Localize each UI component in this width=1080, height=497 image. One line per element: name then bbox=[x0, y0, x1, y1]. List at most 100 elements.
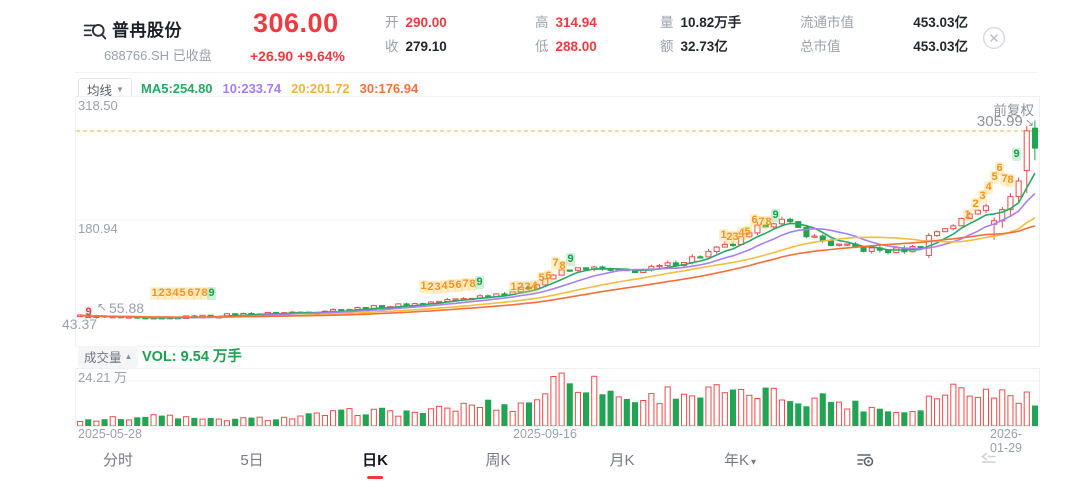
tab-label: 月K bbox=[609, 452, 635, 469]
price-chart-pane[interactable] bbox=[75, 96, 1040, 347]
td-sequential-badge: 2 bbox=[157, 287, 167, 300]
td-sequential-badge: 4 bbox=[440, 280, 450, 293]
ma-legend-item: 20:201.72 bbox=[291, 81, 350, 96]
td-sequential-badge: 1 bbox=[963, 209, 973, 222]
current-price: 306.00 bbox=[253, 8, 339, 38]
td-sequential-badge: 8 bbox=[764, 216, 774, 229]
volume-indicator-label: 成交量 bbox=[84, 351, 122, 365]
td-sequential-badge: 3 bbox=[978, 190, 988, 203]
td-sequential-badge: 5 bbox=[447, 279, 457, 292]
tab-日K[interactable]: 日K bbox=[362, 449, 388, 479]
td-sequential-badge: 6 bbox=[750, 214, 760, 227]
volume-axis-label: 24.21 万 bbox=[78, 370, 128, 385]
tab-label: 5日 bbox=[240, 452, 264, 469]
tab-年K[interactable]: 年K ▾ bbox=[724, 449, 756, 470]
tab-label: 分时 bbox=[102, 452, 134, 469]
td-sequential-badge: 8 bbox=[468, 278, 478, 291]
td-sequential-badge: 4 bbox=[171, 287, 181, 300]
td-sequential-badge: 6 bbox=[544, 270, 554, 283]
quote-value: 453.03亿 bbox=[913, 15, 968, 30]
tab-5日[interactable]: 5日 bbox=[240, 449, 263, 470]
adjust-mode-label: 前复权 bbox=[993, 103, 1035, 118]
y-axis-label-top: 318.50 bbox=[78, 98, 118, 113]
tab-label: 年K bbox=[723, 452, 749, 469]
td-sequential-badge: 2 bbox=[971, 198, 981, 211]
volume-indicator-toggle[interactable]: 成交量 ▲ bbox=[78, 346, 139, 368]
td-sequential-badge: 2 bbox=[725, 231, 735, 244]
quote-value: 288.00 bbox=[555, 39, 597, 54]
active-tab-underline bbox=[367, 476, 383, 479]
triangle-up-icon: ▲ bbox=[124, 352, 133, 361]
td-sequential-badge: 7 bbox=[461, 278, 471, 291]
td-sequential-badge: 6 bbox=[454, 279, 464, 292]
td-sequential-badge: 6 bbox=[995, 162, 1005, 175]
td-sequential-badge: 6 bbox=[186, 287, 196, 300]
tab-label: 日K bbox=[362, 452, 388, 469]
market-status: 已收盘 bbox=[172, 48, 212, 63]
ma-legend-item: 10:233.74 bbox=[222, 81, 282, 96]
td-sequential-badge: 9 bbox=[207, 287, 217, 300]
quote-label: 收 bbox=[385, 39, 399, 54]
volume-chart-pane[interactable] bbox=[75, 368, 1040, 427]
last-price-value: 305.99 bbox=[976, 113, 1023, 130]
x-axis-date-right: 2026-01-29 bbox=[990, 427, 1022, 455]
td-sequential-badge: 1 bbox=[719, 229, 729, 242]
chevron-down-icon: ▾ bbox=[750, 457, 757, 468]
x-axis-date-left: 2025-05-28 bbox=[78, 427, 142, 441]
stock-screener-icon[interactable] bbox=[82, 19, 108, 45]
td-sequential-badge: 4 bbox=[737, 227, 747, 240]
quote-col-open-close: 开 290.00 收 279.10 bbox=[385, 15, 447, 55]
quote-col-high-low: 高 314.94 低 288.00 bbox=[535, 15, 597, 55]
y-axis-label-bottom: 43.37 bbox=[62, 316, 98, 332]
quote-label: 流通市值 bbox=[800, 15, 854, 30]
quote-value: 10.82万手 bbox=[680, 15, 742, 30]
quote-label: 低 bbox=[535, 39, 549, 54]
quote-label: 量 bbox=[660, 15, 674, 30]
td-sequential-badge: 7 bbox=[1000, 173, 1010, 186]
td-sequential-badge: 4 bbox=[530, 280, 540, 293]
td-sequential-badge: 5 bbox=[743, 226, 753, 239]
y-axis-label-mid: 180.94 bbox=[78, 221, 118, 236]
close-icon[interactable] bbox=[982, 26, 1006, 50]
x-axis-date-center: 2025-09-16 bbox=[513, 427, 577, 441]
td-sequential-badge: 9 bbox=[1012, 148, 1022, 161]
indicator-settings-icon[interactable] bbox=[855, 449, 875, 469]
td-sequential-badge: 9 bbox=[566, 253, 576, 266]
tab-周K[interactable]: 周K bbox=[485, 449, 510, 470]
tab-月K[interactable]: 月K bbox=[609, 449, 634, 470]
td-sequential-badge: 2 bbox=[516, 281, 526, 294]
collapse-panel-icon[interactable] bbox=[978, 449, 998, 469]
arrow-down-right-icon: ↘ bbox=[1024, 117, 1034, 129]
low-point-value: 55.88 bbox=[109, 300, 145, 316]
td-sequential-badge: 8 bbox=[200, 287, 210, 300]
quote-value: 279.10 bbox=[405, 39, 447, 54]
stock-name: 普冉股份 bbox=[112, 21, 182, 40]
td-sequential-badge: 5 bbox=[537, 272, 547, 285]
quote-value: 453.03亿 bbox=[913, 39, 968, 54]
td-sequential-badge: 7 bbox=[757, 216, 767, 229]
td-sequential-badge: 7 bbox=[551, 257, 561, 270]
ma-legend-item: 30:176.94 bbox=[359, 81, 419, 96]
stock-code-status: 688766.SH 已收盘 bbox=[104, 45, 212, 64]
td-sequential-badge: 1 bbox=[509, 281, 519, 294]
quote-value: 32.73亿 bbox=[680, 39, 728, 54]
td-sequential-badge: 7 bbox=[193, 287, 203, 300]
td-sequential-badge: 1 bbox=[419, 280, 429, 293]
td-sequential-badge: 8 bbox=[558, 260, 568, 273]
quote-label: 额 bbox=[660, 39, 674, 54]
quote-value: 314.94 bbox=[555, 15, 597, 30]
td-sequential-badge: 9 bbox=[771, 209, 781, 222]
td-sequential-badge: 4 bbox=[984, 181, 994, 194]
low-point-arrow-icon: ↖ bbox=[97, 300, 108, 314]
td-sequential-badge: 3 bbox=[523, 281, 533, 294]
td-sequential-badge: 9 bbox=[84, 306, 94, 319]
price-change: +26.90 +9.64% bbox=[250, 48, 345, 64]
td-sequential-badge: 9 bbox=[475, 276, 485, 289]
td-sequential-badge: 8 bbox=[1006, 174, 1016, 187]
stock-code: 688766.SH bbox=[104, 48, 170, 63]
td-sequential-badge: 1 bbox=[150, 287, 160, 300]
header-divider bbox=[75, 72, 1038, 73]
tab-分时[interactable]: 分时 bbox=[103, 449, 133, 470]
quote-col-market-cap: 流通市值 453.03亿 总市值 453.03亿 bbox=[800, 15, 968, 55]
